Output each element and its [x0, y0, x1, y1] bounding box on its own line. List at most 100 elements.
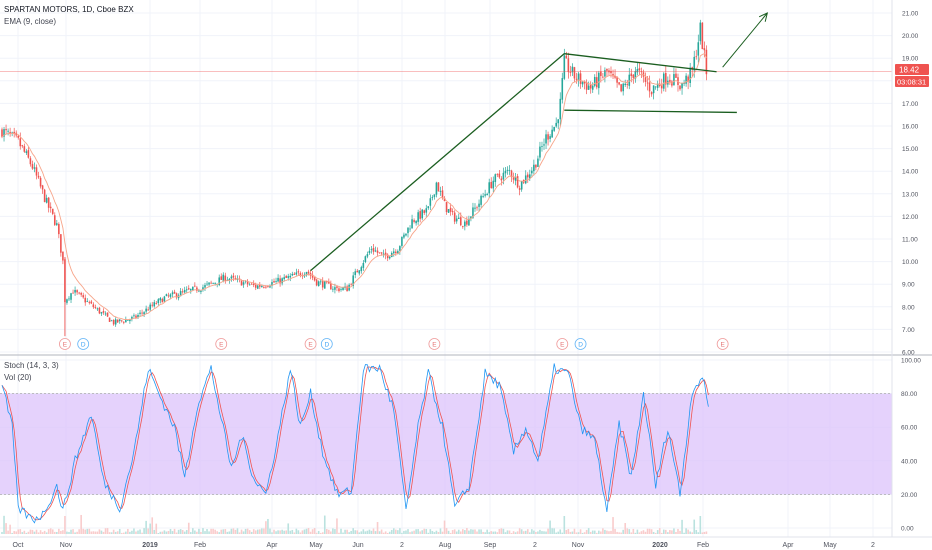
candle-body [563, 55, 566, 79]
earnings-marker[interactable]: E [59, 338, 71, 350]
candle-body [3, 129, 5, 137]
earnings-marker[interactable]: E [215, 338, 228, 350]
volume-bar [455, 531, 458, 534]
dividend-marker[interactable]: D [574, 338, 587, 350]
marker-label: E [308, 342, 313, 349]
volume-bar [275, 531, 277, 534]
candle-body [356, 270, 359, 273]
volume-bar [419, 531, 421, 534]
candle-body [275, 281, 277, 282]
candle-body [118, 319, 121, 322]
earnings-marker[interactable]: E [428, 338, 441, 350]
time-tick-label: Jun [352, 542, 363, 549]
candle-body [7, 130, 9, 132]
volume-bar [131, 530, 133, 534]
volume-bar [33, 531, 36, 534]
candle-body [332, 288, 334, 290]
volume-bar [141, 532, 143, 534]
candle-body [520, 181, 523, 190]
candle-body [604, 70, 606, 77]
volume-bar [271, 532, 273, 534]
volume-bar [161, 531, 164, 534]
volume-bar [100, 530, 103, 534]
volume-bar [175, 532, 178, 534]
candlestick-series [1, 19, 708, 337]
marker-circle [77, 338, 90, 350]
candle-body [185, 289, 188, 291]
dividend-marker[interactable]: D [77, 338, 90, 350]
volume-bar [321, 532, 324, 534]
earnings-marker[interactable]: E [304, 338, 317, 350]
candle-body [94, 307, 97, 308]
candle-body [512, 177, 515, 180]
dividend-marker[interactable]: D [320, 338, 333, 350]
volume-bar [697, 532, 700, 534]
candle-body [175, 293, 178, 298]
candle-body [622, 83, 624, 92]
volume-bar [427, 532, 430, 534]
volume-bar [386, 532, 389, 534]
candle-body [407, 227, 409, 234]
candle-body [545, 134, 547, 144]
volume-bar [557, 531, 560, 534]
candle-body [230, 276, 233, 279]
volume-bar [236, 528, 239, 534]
candle-body [421, 209, 424, 219]
volume-bar [350, 530, 352, 534]
candle-body [265, 286, 267, 288]
earnings-marker[interactable]: E [556, 338, 569, 350]
earnings-marker[interactable]: E [716, 338, 729, 350]
volume-bar [403, 530, 405, 534]
symbol-title[interactable]: SPARTAN MOTORS, 1D, Cboe BZX [4, 5, 134, 14]
marker-label: E [63, 342, 68, 349]
candle-body [553, 126, 555, 131]
candle-body [648, 82, 651, 92]
volume-bar [370, 530, 373, 534]
volume-bar [139, 529, 141, 534]
candle-body [382, 253, 385, 255]
volume-bar [634, 532, 637, 534]
ema-legend[interactable]: EMA (9, close) [4, 17, 57, 26]
candle-body [342, 287, 344, 291]
volume-bar [665, 529, 667, 534]
volume-bar [425, 528, 428, 534]
volume-bar [291, 529, 294, 534]
time-axis[interactable]: Oct Nov 2019 Feb Apr May Jun 2 Aug Sep 2 Nov 2020 Feb… [13, 542, 875, 549]
volume-bar [662, 529, 665, 534]
candle-body [472, 207, 474, 218]
volume-bar [222, 529, 225, 534]
marker-circle [716, 338, 729, 350]
stoch-axis[interactable]: 0.00 20.00 40.00 60.00 80.00 100.00 [901, 358, 921, 533]
countdown-badge-text: 03:08:31 [897, 78, 926, 87]
volume-bar [104, 528, 107, 534]
volume-bar [362, 529, 365, 534]
candle-body [626, 84, 629, 85]
candle-body [183, 290, 186, 293]
volume-bar [451, 530, 454, 534]
volume-bar [196, 531, 198, 534]
volume-bar [261, 528, 263, 534]
candle-body [173, 291, 176, 294]
volume-bar [490, 531, 493, 534]
candle-body [683, 83, 685, 84]
volume-bar [587, 528, 590, 534]
candle-body [437, 182, 440, 192]
candle-body [378, 252, 381, 254]
candle-body [514, 176, 517, 181]
volume-legend[interactable]: Vol (20) [4, 373, 32, 382]
candle-body [254, 284, 257, 288]
candle-body [200, 290, 202, 292]
volume-bar [212, 528, 214, 534]
candle-body [220, 276, 223, 280]
volume-bar [250, 531, 253, 534]
stoch-legend[interactable]: Stoch (14, 3, 3) [4, 361, 59, 370]
volume-bar [167, 530, 170, 534]
candle-body [392, 251, 395, 254]
candle-body [431, 197, 434, 198]
volume-bar [376, 522, 379, 534]
volume-bar [114, 531, 117, 534]
volume-bar [622, 529, 624, 534]
volume-bar [620, 532, 622, 534]
candle-body [640, 71, 643, 73]
candle-body [259, 285, 261, 287]
